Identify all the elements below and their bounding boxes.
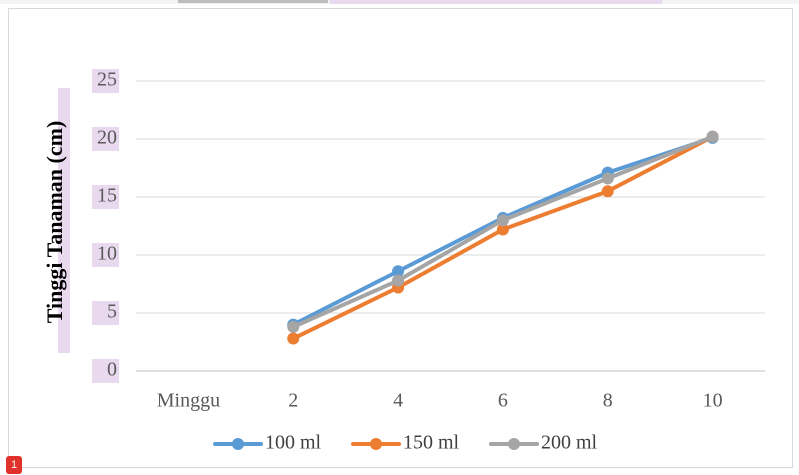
legend-label: 100 ml bbox=[265, 432, 322, 454]
series-lines bbox=[287, 130, 719, 345]
series-line bbox=[291, 134, 715, 341]
y-tick-label: 25 bbox=[97, 69, 117, 91]
data-point bbox=[287, 320, 300, 333]
y-tick-label: 15 bbox=[97, 185, 117, 207]
legend-label: 200 ml bbox=[541, 432, 598, 454]
y-tick-label: 5 bbox=[107, 301, 117, 323]
data-point bbox=[287, 332, 300, 345]
y-tick-highlight bbox=[92, 69, 119, 93]
data-point bbox=[496, 214, 509, 227]
x-tick-label: 8 bbox=[603, 390, 613, 412]
legend-marker bbox=[232, 438, 244, 450]
legend: 100 ml 150 ml 200 ml bbox=[213, 432, 598, 454]
x-tick-label: 6 bbox=[498, 390, 508, 412]
data-point bbox=[392, 274, 405, 287]
x-tick-label: 4 bbox=[393, 390, 403, 412]
top-strip-mark bbox=[178, 0, 328, 3]
legend-marker bbox=[508, 438, 520, 450]
data-point bbox=[496, 223, 509, 236]
y-tick-highlight bbox=[92, 243, 119, 267]
top-strip-highlight bbox=[330, 0, 662, 4]
y-tick-highlight bbox=[92, 359, 119, 383]
y-tick-label: 20 bbox=[97, 127, 117, 149]
page-number-badge: 1 bbox=[6, 456, 22, 474]
x-tick-label: Minggu bbox=[157, 390, 220, 412]
y-tick-highlight bbox=[92, 185, 119, 209]
legend-marker bbox=[370, 438, 382, 450]
x-axis-ticks: Minggu 2 4 6 8 10 bbox=[157, 390, 723, 412]
chart-frame bbox=[8, 8, 793, 468]
y-axis-ticks: 0 5 10 15 20 25 bbox=[97, 69, 117, 381]
y-tick-label: 10 bbox=[97, 243, 117, 265]
data-point bbox=[706, 130, 719, 143]
y-tick-highlight bbox=[92, 127, 119, 151]
y-axis-title-group: Tinggi Tanaman (cm) bbox=[42, 88, 70, 353]
data-point bbox=[392, 265, 405, 278]
data-point bbox=[601, 185, 614, 198]
gridlines bbox=[136, 80, 765, 372]
y-tick-highlight bbox=[92, 301, 119, 325]
y-tick-label: 0 bbox=[107, 359, 117, 381]
y-axis-highlights bbox=[92, 69, 119, 383]
top-strip bbox=[0, 0, 799, 4]
y-axis-title-highlight bbox=[58, 88, 70, 353]
y-axis-title: Tinggi Tanaman (cm) bbox=[42, 121, 67, 324]
data-point bbox=[601, 172, 614, 185]
legend-label: 150 ml bbox=[403, 432, 460, 454]
x-tick-label: 10 bbox=[703, 390, 723, 412]
x-tick-label: 2 bbox=[288, 390, 298, 412]
